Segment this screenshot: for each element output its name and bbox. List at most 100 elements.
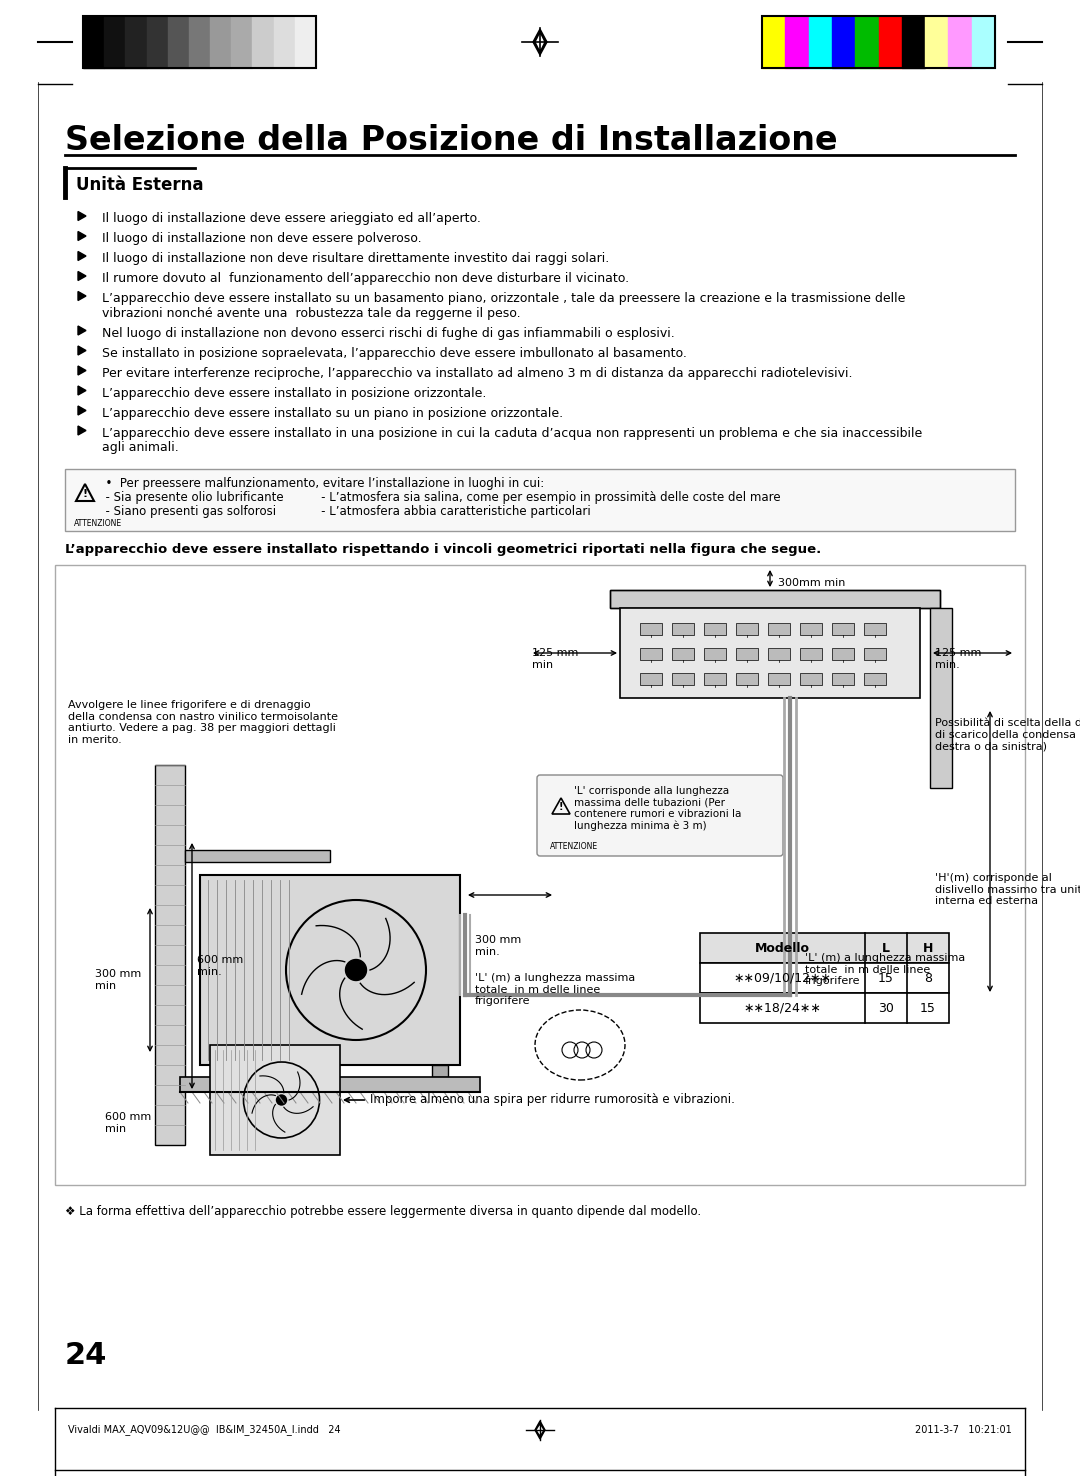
Bar [55,565,1025,1185]
Bar [212,1066,228,1077]
Bar [610,590,940,608]
Text: Modello: Modello [755,942,810,955]
Text: L: L [882,942,890,955]
FancyBboxPatch shape [537,775,783,856]
Bar [210,1045,340,1156]
Polygon shape [78,406,86,415]
Text: Nel luogo di installazione non devono esserci rischi di fughe di gas infiammabil: Nel luogo di installazione non devono es… [102,326,675,339]
Text: Il rumore dovuto al  funzionamento dell’apparecchio non deve disturbare il vicin: Il rumore dovuto al funzionamento dell’a… [102,272,630,285]
Bar [147,16,167,68]
Bar [672,623,694,635]
Polygon shape [78,326,86,335]
Bar [273,16,295,68]
Bar [672,673,694,685]
Text: 15: 15 [920,1002,936,1014]
Bar [610,590,940,608]
Bar [926,16,948,68]
Bar [878,16,902,68]
Bar [864,648,886,660]
Polygon shape [538,1426,542,1435]
Text: ATTENZIONE: ATTENZIONE [550,841,598,852]
Bar [704,623,726,635]
Bar [83,16,316,68]
Bar [785,16,809,68]
Text: Il luogo di installazione deve essere arieggiato ed all’aperto.: Il luogo di installazione deve essere ar… [102,213,481,224]
Text: ∗∗09/10/12∗∗: ∗∗09/10/12∗∗ [733,971,832,984]
Bar [231,16,253,68]
Bar [768,648,789,660]
Text: Se installato in posizione sopraelevata, l’apparecchio deve essere imbullonato a: Se installato in posizione sopraelevata,… [102,347,687,360]
Bar [948,16,972,68]
Bar [700,993,949,1023]
Bar [800,648,822,660]
Bar [902,16,926,68]
Bar [200,875,460,1066]
Bar [864,623,886,635]
Polygon shape [78,366,86,375]
Bar [180,1077,480,1092]
Text: Unità Esterna: Unità Esterna [76,176,203,193]
Polygon shape [534,30,546,55]
Bar [809,16,832,68]
Bar [704,673,726,685]
Text: ATTENZIONE: ATTENZIONE [75,520,122,528]
Text: Possibilità di scelta della direzione
di scarico della condensa (da
destra o da : Possibilità di scelta della direzione di… [935,717,1080,751]
Text: ∗∗18/24∗∗: ∗∗18/24∗∗ [743,1002,822,1014]
Bar [735,623,758,635]
Text: ❖ La forma effettiva dell’apparecchio potrebbe essere leggermente diversa in qua: ❖ La forma effettiva dell’apparecchio po… [65,1204,701,1218]
Text: 'L' (m) a lunghezza massima
totale  in m delle linee
frigorifere: 'L' (m) a lunghezza massima totale in m … [805,953,966,986]
Bar [189,16,211,68]
Bar [167,16,189,68]
Text: Il luogo di installazione non deve risultare direttamente investito dai raggi so: Il luogo di installazione non deve risul… [102,252,609,266]
Bar [800,623,822,635]
Bar [640,648,662,660]
Polygon shape [78,427,86,435]
Bar [735,648,758,660]
Bar [640,673,662,685]
Text: !: ! [558,801,564,812]
Bar [972,16,995,68]
Text: •  Per preessere malfunzionamento, evitare l’installazione in luoghi in cui:: • Per preessere malfunzionamento, evitar… [98,477,544,490]
Text: Selezione della Posizione di Installazione: Selezione della Posizione di Installazio… [65,124,838,156]
Bar [295,16,316,68]
Bar [768,673,789,685]
Bar [156,765,185,1145]
Bar [620,608,920,698]
Text: 300 mm
min: 300 mm min [95,970,141,990]
Text: !: ! [82,489,87,499]
Text: 600 mm
min.: 600 mm min. [197,955,243,977]
Polygon shape [78,387,86,396]
Bar [832,623,854,635]
Polygon shape [78,251,86,260]
Bar [855,16,878,68]
Polygon shape [78,232,86,241]
Polygon shape [78,272,86,280]
Bar [832,648,854,660]
Text: Il luogo di installazione non deve essere polveroso.: Il luogo di installazione non deve esser… [102,232,421,245]
Text: Imporre almeno una spira per ridurre rumorosità e vibrazioni.: Imporre almeno una spira per ridurre rum… [345,1094,734,1107]
Text: 300mm min: 300mm min [778,579,846,587]
Bar [672,648,694,660]
Bar [253,16,273,68]
Bar [104,16,125,68]
Bar [211,16,231,68]
Polygon shape [78,211,86,220]
Text: agli animali.: agli animali. [102,441,179,455]
Bar [735,673,758,685]
Bar [768,623,789,635]
Bar [762,16,995,68]
Bar [832,673,854,685]
Text: vibrazioni nonché avente una  robustezza tale da reggerne il peso.: vibrazioni nonché avente una robustezza … [102,307,521,319]
Text: 125 mm
min.: 125 mm min. [935,648,982,670]
Bar [700,933,949,962]
Bar [930,608,951,788]
Polygon shape [537,35,543,49]
Text: 15: 15 [878,971,894,984]
Text: L’apparecchio deve essere installato in una posizione in cui la caduta d’acqua n: L’apparecchio deve essere installato in … [102,427,922,440]
Bar [125,16,147,68]
Text: - Sia presente olio lubrificante          - L’atmosfera sia salina, come per ese: - Sia presente olio lubrificante - L’atm… [98,492,781,503]
Text: 2011-3-7   10:21:01: 2011-3-7 10:21:01 [915,1424,1012,1435]
Text: L’apparecchio deve essere installato in posizione orizzontale.: L’apparecchio deve essere installato in … [102,387,486,400]
Bar [800,673,822,685]
Bar [700,962,949,993]
